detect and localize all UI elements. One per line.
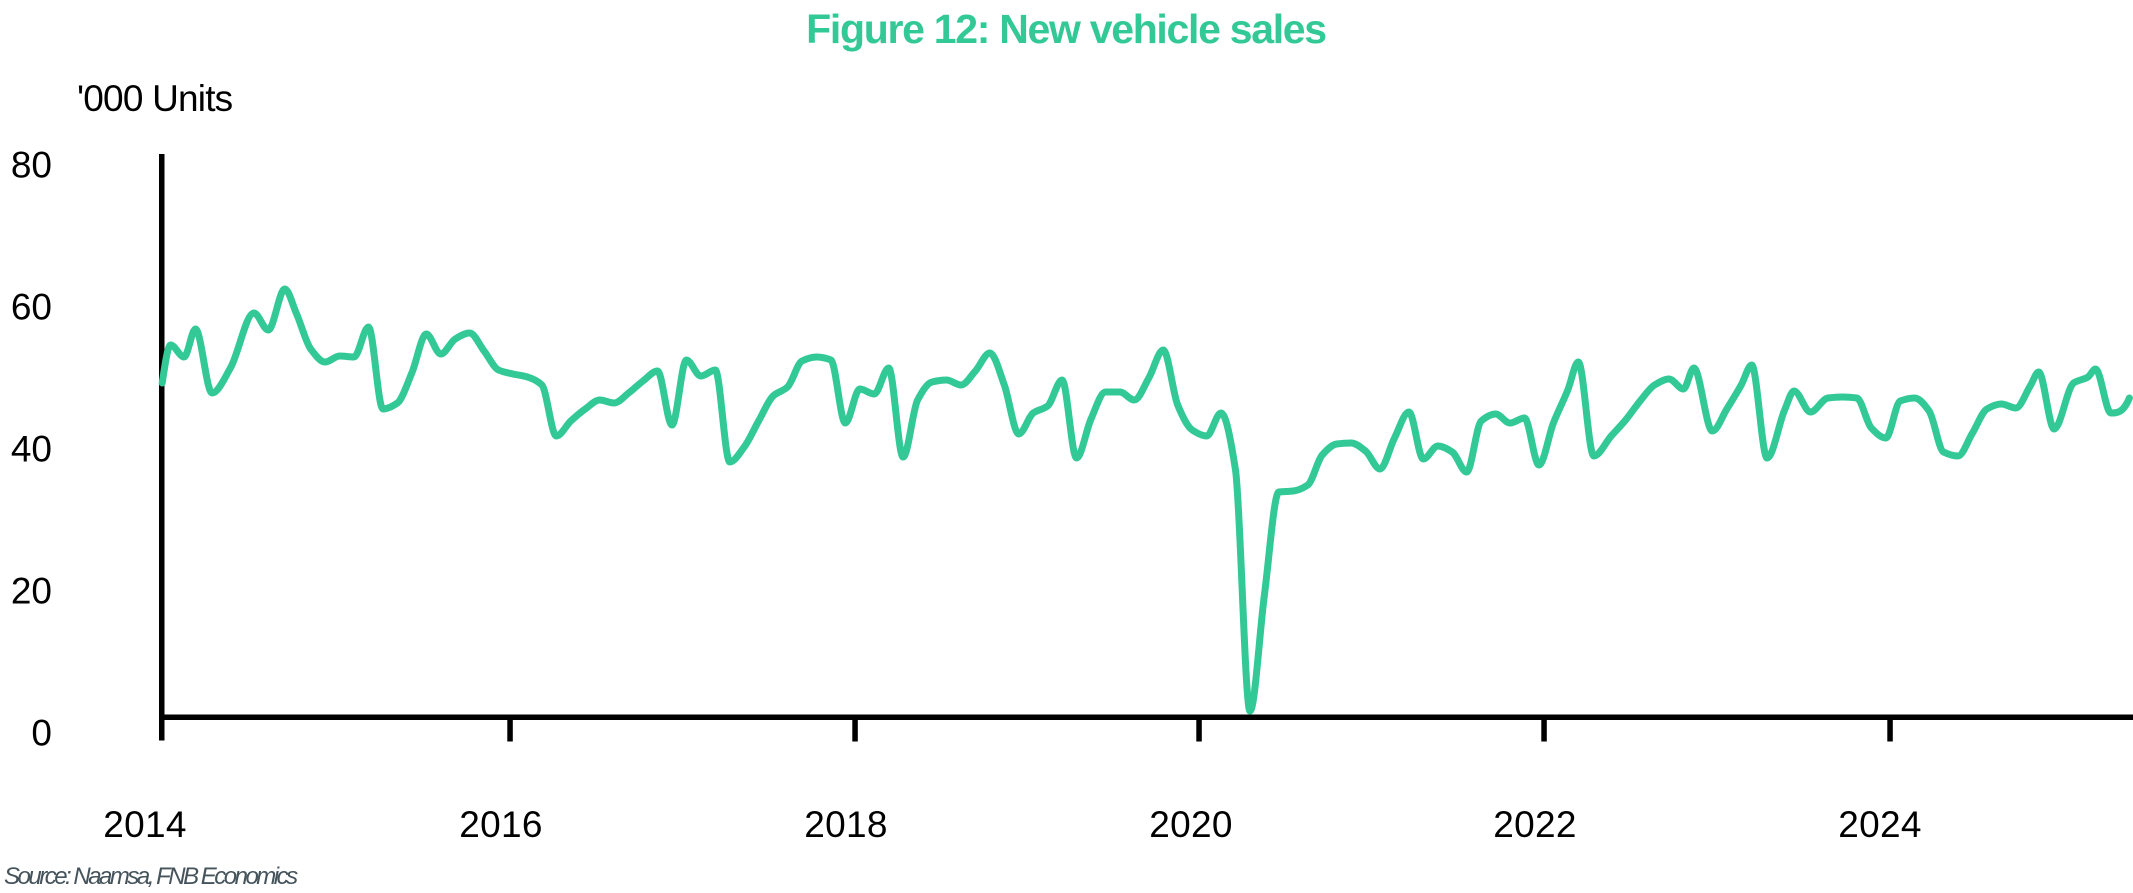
svg-text:Figure 12: New vehicle sales: Figure 12: New vehicle sales: [806, 6, 1326, 52]
svg-text:80: 80: [11, 145, 52, 186]
svg-text:2016: 2016: [459, 804, 543, 845]
svg-text:2018: 2018: [804, 804, 888, 845]
svg-text:20: 20: [11, 571, 52, 612]
svg-text:60: 60: [11, 287, 52, 328]
svg-text:2014: 2014: [103, 804, 187, 845]
svg-text:0: 0: [31, 713, 52, 754]
svg-text:Source: Naamsa, FNB Economics: Source: Naamsa, FNB Economics: [4, 863, 298, 890]
svg-text:2024: 2024: [1838, 804, 1922, 845]
svg-text:40: 40: [11, 429, 52, 470]
svg-text:'000 Units: '000 Units: [77, 78, 233, 119]
svg-text:2020: 2020: [1149, 804, 1233, 845]
svg-text:2022: 2022: [1493, 804, 1577, 845]
